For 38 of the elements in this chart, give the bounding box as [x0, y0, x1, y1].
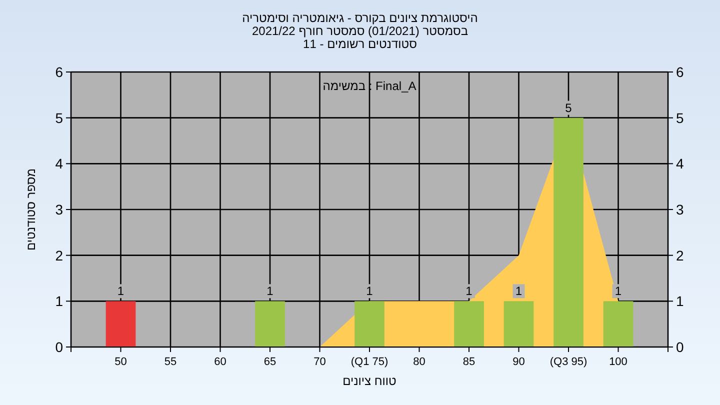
y-axis-title: מספר סטודנטים: [24, 168, 38, 251]
x-tick-label: 85: [462, 356, 476, 368]
y-tick-label: 4: [55, 156, 64, 172]
x-tick-label: 60: [214, 356, 226, 368]
text: סטודנטים רשומים - 11: [303, 37, 418, 51]
data-label: 1: [466, 284, 473, 298]
y-tick-label: 2: [55, 247, 64, 264]
y2-tick-label: 4: [676, 156, 684, 172]
x-tick-label: 70: [314, 356, 326, 368]
data-label: 1: [117, 284, 124, 298]
chart-title: היסטוגרמת ציונים בקורס - גיאומטריה וסימטריה: [242, 11, 478, 25]
y2-tick-label: 6: [676, 64, 684, 80]
data-label: 1: [515, 284, 522, 298]
y2-tick-label: 2: [676, 247, 684, 264]
annotation: במשימה : Final_A: [322, 79, 416, 93]
x-tick-label: (Q3 95): [550, 356, 588, 368]
x-tick-label: 80: [413, 356, 426, 368]
data-label: 1: [614, 284, 622, 298]
y-tick-label: 3: [55, 202, 64, 218]
x-tick-label: 100: [609, 356, 628, 368]
y2-tick-label: 5: [676, 110, 684, 126]
x-tick-label: (Q1 75): [350, 356, 388, 368]
y2-tick-label: 1: [676, 293, 684, 310]
x-tick-label: 90: [512, 356, 525, 368]
x-tick-label: 50: [114, 356, 127, 368]
x-tick-label: 55: [164, 356, 177, 368]
chart-subtitle: בסמסטר (01/2021) סמסטר חורף 2021/22: [252, 24, 468, 38]
y-tick-label: 1: [55, 293, 64, 310]
x-axis-title: טווח ציונים: [342, 374, 397, 388]
x-tick-label: 65: [264, 356, 276, 368]
y2-tick-label: 0: [676, 339, 684, 355]
y-tick-label: 5: [55, 110, 64, 126]
data-label: 1: [366, 284, 374, 298]
y-tick-label: 6: [55, 64, 64, 80]
y2-tick-label: 3: [676, 202, 684, 218]
y-tick-label: 0: [55, 339, 64, 355]
data-label: 1: [266, 284, 274, 298]
data-label: 5: [565, 100, 572, 115]
